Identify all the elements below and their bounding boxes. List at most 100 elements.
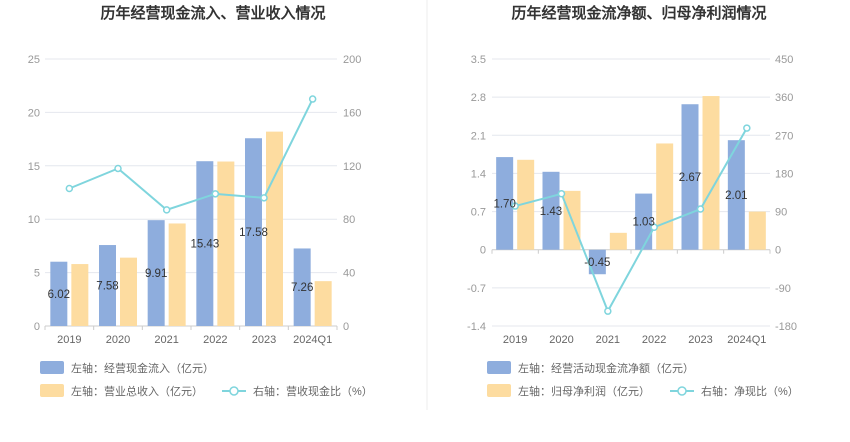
category-label: 2024Q1	[293, 334, 332, 346]
legend-label: 右轴：营收现金比（%）	[253, 384, 373, 398]
legend-swatch	[40, 361, 64, 374]
category-label: 2019	[57, 334, 81, 346]
category-label: 2021	[154, 334, 178, 346]
left-axis-tick: 10	[28, 214, 40, 226]
left-axis-tick: 15	[28, 161, 40, 173]
ratio-point	[114, 164, 122, 173]
bar-secondary	[266, 131, 283, 326]
category-label: 2019	[503, 334, 527, 346]
left-axis-tick: 0	[34, 321, 40, 333]
ratio-point	[557, 190, 566, 198]
category-label: 2023	[252, 334, 276, 346]
bar-secondary	[217, 161, 235, 326]
ratio-point	[604, 307, 612, 315]
bar-data-label: 1.43	[540, 206, 562, 218]
category-label: 2020	[106, 334, 130, 346]
bar-secondary	[748, 211, 766, 250]
bar-data-label: 2.67	[679, 172, 701, 184]
legend-swatch	[487, 384, 511, 397]
right-axis-tick: 0	[775, 245, 781, 257]
category-label: 2022	[642, 334, 666, 346]
left-axis-tick: 20	[28, 107, 40, 119]
legend-label: 左轴：经营活动现金流净额（亿元）	[518, 361, 694, 375]
right-axis-tick: 180	[775, 168, 793, 180]
bar-data-label: 1.70	[493, 198, 515, 210]
category-label: 2020	[549, 334, 573, 346]
ratio-point	[260, 194, 268, 202]
bar-primary	[245, 138, 262, 326]
ratio-point	[650, 223, 658, 232]
legend-swatch	[487, 361, 511, 374]
bar-primary	[293, 248, 311, 326]
bar-primary	[635, 193, 653, 250]
bar-primary	[147, 220, 165, 326]
bar-data-label: 15.43	[190, 239, 219, 251]
left-axis-tick: 3.5	[471, 54, 486, 66]
chart-title: 历年经营现金流净额、归母净利润情况	[511, 4, 766, 22]
right-axis-tick: -90	[775, 283, 791, 295]
right-axis-tick: 160	[343, 107, 361, 119]
legend-marker	[229, 386, 239, 396]
right-axis-tick: 40	[343, 268, 355, 280]
bar-secondary	[517, 159, 535, 250]
left-axis-tick: 2.8	[471, 92, 486, 104]
bar-data-label: 1.03	[632, 217, 654, 229]
right-axis-tick: 200	[343, 54, 361, 66]
ratio-point	[308, 95, 317, 103]
right-axis-tick: 90	[775, 207, 787, 219]
ratio-point	[743, 124, 751, 132]
left-axis-tick: -0.7	[467, 283, 486, 295]
bar-secondary	[120, 257, 137, 326]
bar-primary	[496, 157, 514, 250]
bar-data-label: -0.45	[584, 257, 610, 269]
ratio-line	[514, 127, 748, 314]
bar-secondary	[609, 232, 627, 250]
ratio-point	[211, 190, 220, 198]
legend-label: 右轴：净现比（%）	[701, 384, 799, 398]
legend-label: 左轴：归母净利润（亿元）	[518, 384, 650, 398]
category-label: 2023	[688, 334, 712, 346]
left-axis-tick: 5	[34, 268, 40, 280]
bar-secondary	[71, 264, 89, 326]
bar-primary	[727, 140, 745, 250]
right-axis-tick: -180	[775, 321, 797, 333]
bar-secondary	[314, 281, 332, 326]
left-axis-tick: -1.4	[467, 321, 486, 333]
right-axis-tick: 80	[343, 214, 355, 226]
right-axis-tick: 270	[775, 130, 793, 142]
bar-data-label: 17.58	[239, 227, 268, 239]
legend-swatch	[40, 384, 64, 397]
left-axis-tick: 1.4	[471, 168, 486, 180]
right-axis-tick: 360	[775, 92, 793, 104]
bar-data-label: 9.91	[145, 268, 167, 280]
bar-secondary	[656, 143, 674, 250]
ratio-point	[162, 206, 171, 214]
chart-cash-inflow-revenue: 历年经营现金流入、营业收入情况 0 5 10 15 20 25 0 40 80 120 160 200 2…	[28, 4, 373, 398]
bar-data-label: 7.26	[291, 282, 313, 294]
ratio-point	[511, 202, 519, 210]
right-axis-tick: 120	[343, 161, 361, 173]
category-label: 2022	[203, 334, 227, 346]
chart-net-cashflow-profit: 历年经营现金流净额、归母净利润情况 -1.4 -0.7 0 0.7 1.4 2.1 2.8 3.…	[467, 4, 799, 398]
legend-marker	[677, 386, 687, 396]
left-axis-tick: 25	[28, 54, 40, 66]
legend-label: 左轴：经营现金流入（亿元）	[71, 361, 214, 375]
category-label: 2024Q1	[727, 334, 766, 346]
right-axis-tick: 450	[775, 54, 793, 66]
left-axis-tick: 2.1	[471, 130, 486, 142]
bar-primary	[681, 104, 699, 250]
bar-primary	[588, 249, 606, 275]
bar-secondary	[702, 96, 720, 250]
chart-title: 历年经营现金流入、营业收入情况	[100, 4, 325, 22]
bar-primary	[50, 261, 68, 326]
category-label: 2021	[596, 334, 620, 346]
legend-label: 左轴：营业总收入（亿元）	[71, 384, 203, 398]
ratio-point	[696, 205, 705, 213]
bar-secondary	[168, 223, 186, 326]
bar-data-label: 2.01	[725, 190, 747, 202]
left-axis-tick: 0	[480, 245, 486, 257]
ratio-point	[65, 184, 74, 193]
ratio-line	[68, 98, 314, 211]
bar-data-label: 7.58	[96, 281, 118, 293]
